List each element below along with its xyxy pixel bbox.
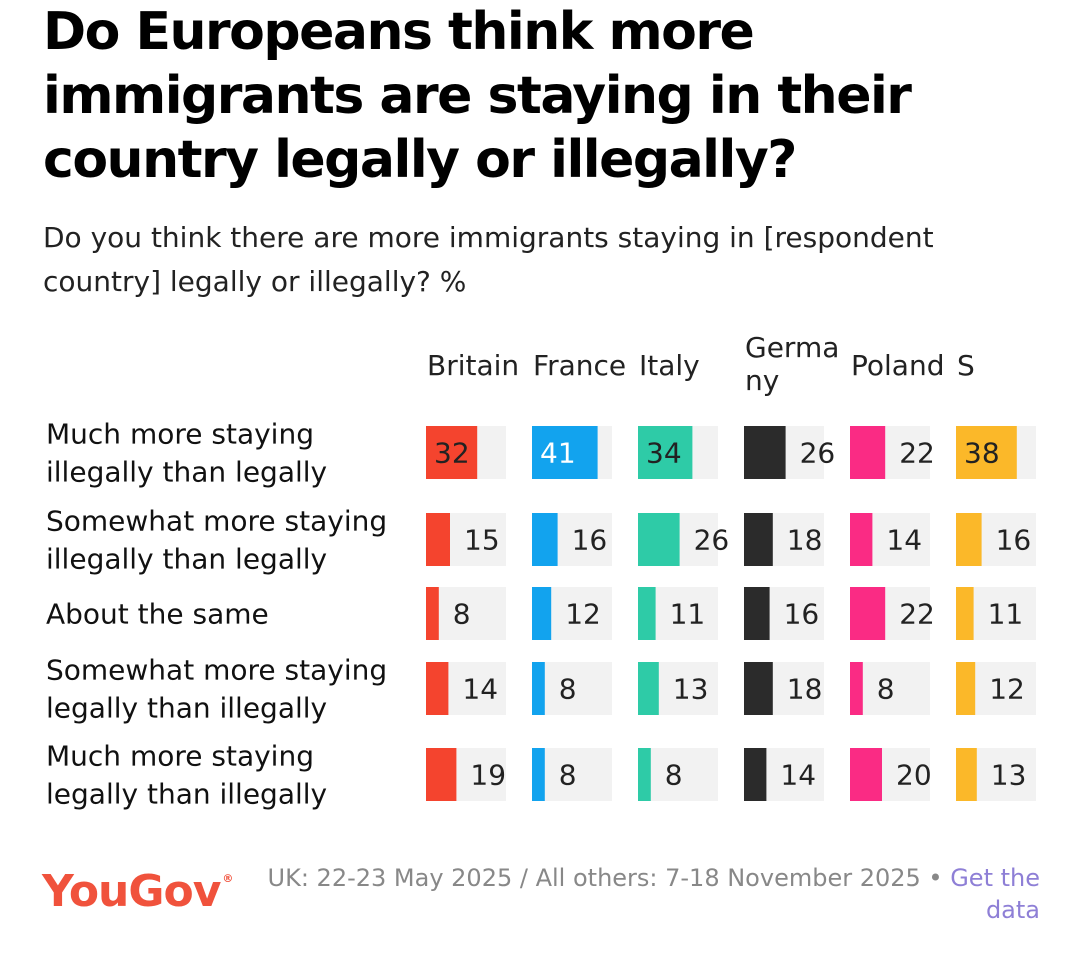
bar (744, 426, 786, 479)
data-label: 16 (784, 598, 820, 631)
data-label: 14 (886, 524, 922, 557)
data-label: 8 (559, 673, 577, 706)
bar-track (532, 748, 612, 801)
get-the-data-link[interactable]: Get the data (950, 864, 1040, 924)
row-label-2-line-0: About the same (46, 598, 269, 631)
data-label: 11 (670, 598, 706, 631)
bar (426, 426, 478, 479)
row-label-4-line-0: Much more staying (46, 740, 314, 773)
bar (532, 587, 552, 640)
data-label: 8 (665, 759, 683, 792)
data-label: 32 (434, 437, 470, 470)
bar-track (850, 662, 930, 715)
data-label: 14 (780, 759, 816, 792)
data-label: 20 (896, 759, 932, 792)
column-header-3-line-0: Germa (745, 331, 839, 364)
data-label: 16 (996, 524, 1032, 557)
chart-subtitle: Do you think there are more immigrants s… (43, 221, 934, 298)
column-header-5-line-0: S (957, 349, 975, 382)
column-header-3-line-1: ny (745, 364, 779, 397)
registered-mark: ® (222, 872, 233, 885)
data-label: 22 (899, 437, 935, 470)
column-header-1-line-0: France (533, 349, 626, 382)
column-header-2-line-0: Italy (639, 349, 700, 382)
data-label: 8 (559, 759, 577, 792)
bar (638, 748, 651, 801)
data-label: 15 (464, 524, 500, 557)
row-label-3-line-1: legally than illegally (46, 692, 327, 725)
bar (850, 513, 873, 566)
data-label: 11 (988, 598, 1024, 631)
data-label: 13 (991, 759, 1027, 792)
data-label: 8 (877, 673, 895, 706)
bar (744, 662, 773, 715)
bar (850, 748, 882, 801)
data-label: 8 (453, 598, 471, 631)
bar (744, 748, 767, 801)
bar (956, 513, 982, 566)
data-label: 14 (462, 673, 498, 706)
bar (638, 513, 680, 566)
data-label: 16 (572, 524, 608, 557)
bar (638, 587, 656, 640)
yougov-logo: YouGov ® (42, 866, 233, 917)
data-label: 12 (989, 673, 1025, 706)
data-label: 38 (964, 437, 1000, 470)
yougov-logo-text: YouGov (42, 866, 221, 917)
chart-title: Do Europeans think more immigrants are s… (43, 2, 912, 190)
bar (850, 662, 863, 715)
bar-track (426, 587, 506, 640)
row-label-4-line-1: legally than illegally (46, 778, 327, 811)
data-label: 18 (787, 673, 823, 706)
bar (956, 426, 1017, 479)
row-label-0-line-1: illegally than legally (46, 456, 327, 489)
bar (956, 587, 974, 640)
data-label: 22 (899, 598, 935, 631)
bar (638, 662, 659, 715)
data-label: 19 (470, 759, 506, 792)
data-label: 26 (694, 524, 730, 557)
bar-track (532, 662, 612, 715)
bar (426, 513, 450, 566)
bar (532, 513, 558, 566)
bar (426, 748, 457, 801)
row-label-1-line-0: Somewhat more staying (46, 505, 387, 538)
bar (956, 748, 977, 801)
data-label: 12 (565, 598, 601, 631)
bar (850, 587, 886, 640)
bar (532, 426, 598, 479)
row-label-0-line-0: Much more staying (46, 418, 314, 451)
data-label: 18 (787, 524, 823, 557)
bar (744, 513, 773, 566)
data-label: 26 (800, 437, 836, 470)
bar (426, 587, 439, 640)
bar-track (638, 748, 718, 801)
row-label-3-line-0: Somewhat more staying (46, 654, 387, 687)
data-label: 13 (673, 673, 709, 706)
bar (532, 748, 545, 801)
bar (426, 662, 449, 715)
bar (956, 662, 976, 715)
column-header-0-line-0: Britain (427, 349, 519, 382)
row-label-1-line-1: illegally than legally (46, 543, 327, 576)
column-header-4-line-0: Poland (851, 349, 944, 382)
footer-dates: UK: 22-23 May 2025 / All others: 7-18 No… (267, 864, 951, 892)
data-label: 34 (646, 437, 682, 470)
bar (744, 587, 770, 640)
bar (850, 426, 886, 479)
data-label: 41 (540, 437, 576, 470)
footer-note: UK: 22-23 May 2025 / All others: 7-18 No… (245, 862, 1040, 926)
bar (638, 426, 693, 479)
bar (532, 662, 545, 715)
